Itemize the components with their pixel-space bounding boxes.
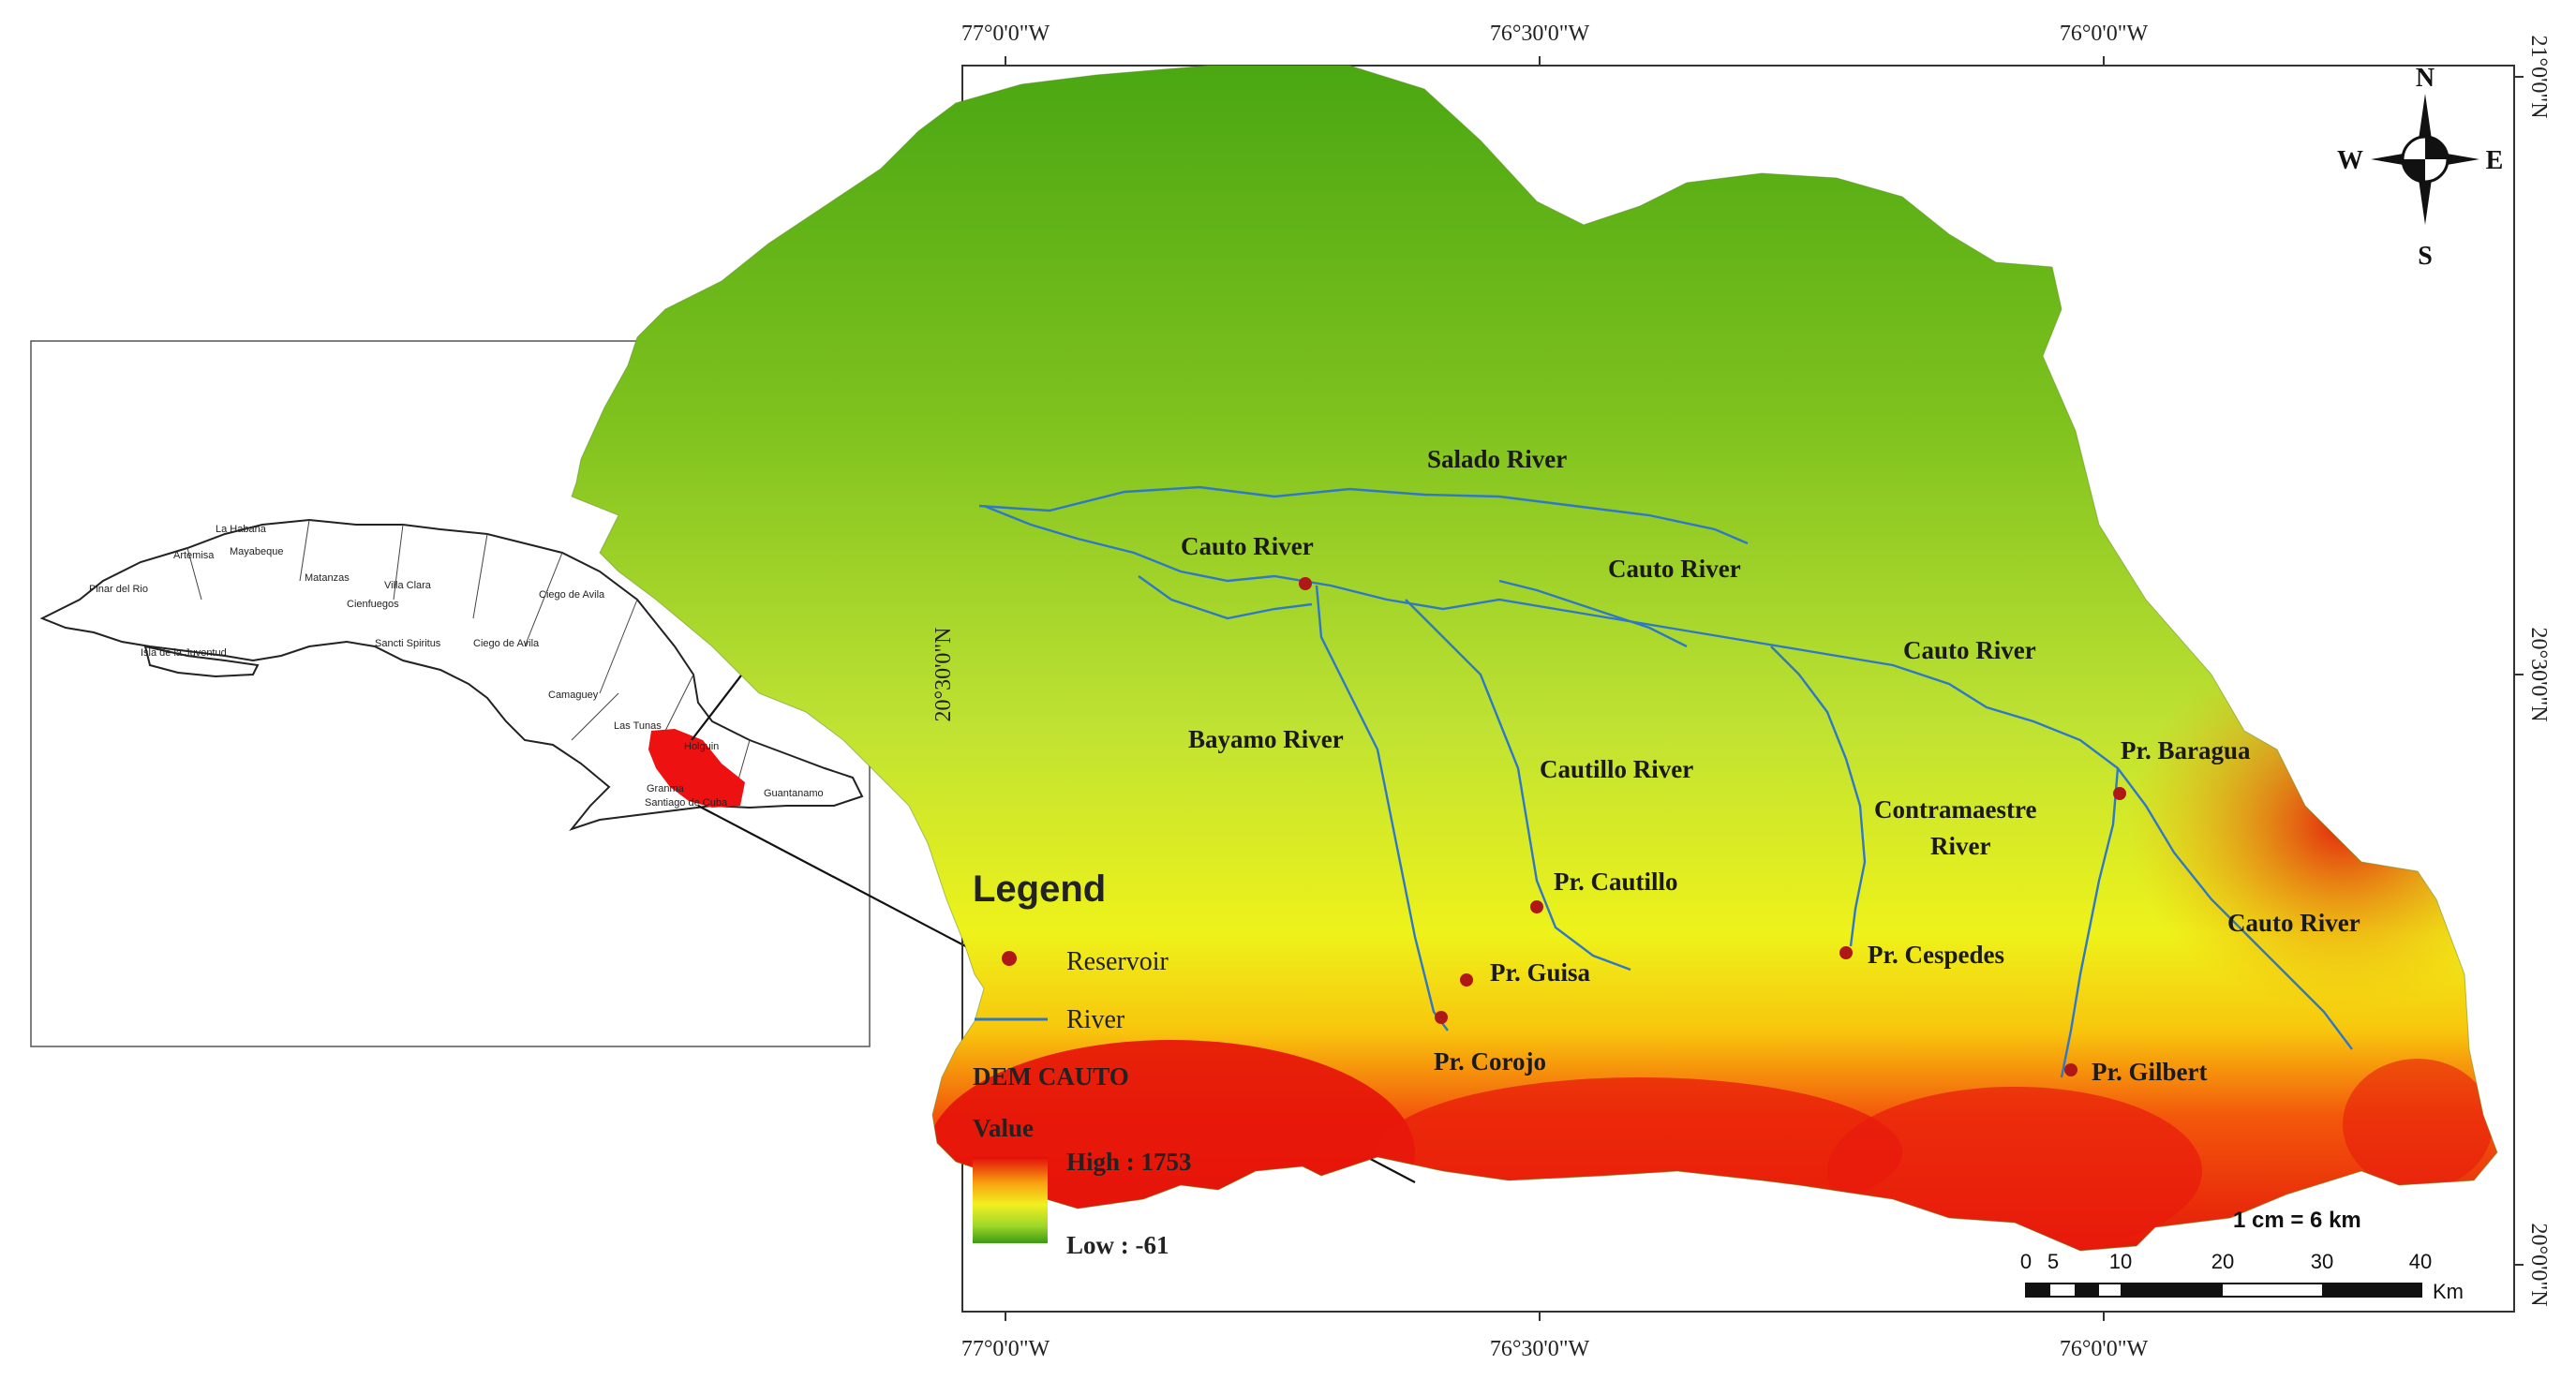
label-cauto-river-west: Cauto River — [1181, 532, 1314, 560]
coord-top-76w: 76°0'0"W — [2060, 22, 2149, 46]
inset-label-santiago: Santiago de Cuba — [645, 797, 728, 809]
label-contramaestre: Contramaestre — [1874, 795, 2036, 824]
compass-e: E — [2486, 146, 2504, 175]
coord-top-77w: 77°0'0"W — [961, 22, 1050, 46]
river-cauto-west — [1138, 575, 1313, 620]
basin-outline — [571, 65, 2498, 1252]
river-bayamo-lower — [1422, 973, 1449, 1031]
coord-bottom-7630w: 76°30'0"W — [1490, 1337, 1590, 1361]
label-pr-gilbert: Pr. Gilbert — [2092, 1058, 2207, 1086]
compass-s: S — [2418, 242, 2433, 271]
river-contramaestre — [1770, 645, 1867, 947]
label-cauto-river-center: Cauto River — [1608, 555, 1741, 583]
scale-tick-30: 30 — [2311, 1250, 2333, 1273]
isla-juventud — [143, 645, 260, 678]
inset-label-guantanamo: Guantanamo — [764, 788, 824, 799]
coord-top-7630w: 76°30'0"W — [1490, 22, 1590, 46]
reservoir-marker-cautillo — [1530, 900, 1543, 913]
compass-w: W — [2337, 146, 2363, 175]
inset-label-holguin: Holguin — [684, 741, 719, 752]
inset-label-pinar-del-rio: Pinar del Rio — [89, 584, 148, 595]
scale-bar: 1 cm = 6 km 0 5 10 20 30 40 Km — [2020, 1208, 2464, 1303]
inset-label-villa-clara: Villa Clara — [384, 580, 432, 591]
reservoir-marker-corojo — [1435, 1011, 1448, 1024]
scale-tick-0: 0 — [2020, 1250, 2032, 1273]
inset-label-mayabeque: Mayabeque — [230, 546, 284, 557]
legend-river-label: River — [1066, 1005, 1125, 1034]
legend-high-label: High : 1753 — [1066, 1148, 1192, 1176]
dem-raster — [572, 66, 2497, 1251]
north-arrow: N S E W — [2337, 64, 2503, 271]
inset-label-artemisa: Artemisa — [173, 550, 215, 561]
river-labels: Salado River Cauto River Cauto River Cau… — [1181, 445, 2360, 937]
inset-label-granma: Granma — [647, 783, 685, 794]
inset-label-camaguey: Camaguey — [548, 690, 599, 701]
coord-left-2030n: 20°30'0"N — [931, 627, 956, 721]
scale-tick-20: 20 — [2211, 1250, 2234, 1273]
inset-label-isla-juventud: Isla de la Juventud — [141, 647, 227, 659]
label-pr-baragua: Pr. Baragua — [2121, 736, 2251, 764]
label-contramaestre-river: River — [1930, 832, 1990, 860]
river-upper-east — [1498, 579, 1688, 648]
legend-low-label: Low : -61 — [1066, 1231, 1169, 1259]
coord-bottom-76w: 76°0'0"W — [2060, 1337, 2149, 1361]
river-cauto-main — [983, 504, 2353, 1050]
reservoir-points — [1299, 577, 2126, 1076]
reservoir-marker-cauto — [1299, 577, 1312, 590]
label-cauto-river-southeast: Cauto River — [2227, 909, 2360, 937]
inset-label-la-habana: La Habana — [216, 524, 267, 535]
coordinate-labels: 77°0'0"W 76°30'0"W 76°0'0"W 77°0'0"W 76°… — [931, 22, 2551, 1361]
scale-tick-10: 10 — [2109, 1250, 2132, 1273]
reservoir-marker-guisa — [1460, 973, 1473, 987]
coord-right-20n: 20°0'0"N — [2526, 1223, 2551, 1306]
coord-right-2030n: 20°30'0"N — [2526, 627, 2551, 721]
scale-ticks: 0 5 10 20 30 40 Km — [2020, 1250, 2464, 1303]
river-cautillo — [1405, 599, 1631, 972]
inset-labels: La Habana Artemisa Mayabeque Pinar del R… — [89, 524, 824, 809]
legend-reservoir-label: Reservoir — [1066, 947, 1169, 976]
reservoir-marker-gilbert — [2064, 1063, 2077, 1076]
inset-label-las-tunas: Las Tunas — [614, 720, 662, 732]
river-tributary-east — [2060, 767, 2120, 1078]
inset-label-ciego-de-avila-north: Ciego de Avila — [539, 589, 605, 601]
legend-dem-title: DEM CAUTO — [973, 1062, 1129, 1091]
highlight-granma-region — [648, 729, 745, 808]
river-salado — [978, 485, 1749, 545]
reservoir-marker-baragua — [2113, 787, 2126, 800]
scale-ratio: 1 cm = 6 km — [2233, 1208, 2361, 1233]
inset-label-cienfuegos: Cienfuegos — [347, 599, 399, 610]
legend: Legend Reservoir River DEM CAUTO Value H… — [973, 868, 1192, 1259]
river-bayamo — [1315, 585, 1426, 975]
inset-label-matanzas: Matanzas — [305, 572, 350, 584]
label-bayamo-river: Bayamo River — [1188, 725, 1344, 753]
scale-unit: Km — [2433, 1280, 2464, 1303]
label-pr-cespedes: Pr. Cespedes — [1868, 941, 2004, 969]
main-map: Salado River Cauto River Cauto River Cau… — [571, 22, 2551, 1361]
river-network — [978, 485, 2353, 1078]
label-cautillo-river: Cautillo River — [1540, 755, 1693, 783]
legend-color-ramp — [973, 1157, 1048, 1243]
label-pr-guisa: Pr. Guisa — [1490, 958, 1591, 987]
label-pr-cautillo: Pr. Cautillo — [1554, 868, 1678, 896]
reservoir-labels: Pr. Baragua Pr. Cautillo Pr. Cespedes Pr… — [1434, 736, 2251, 1086]
legend-reservoir-symbol — [1002, 951, 1017, 966]
reservoir-marker-cespedes — [1839, 946, 1853, 959]
scale-tick-5: 5 — [2047, 1250, 2059, 1273]
label-cauto-river-east: Cauto River — [1903, 636, 2036, 664]
inset-label-sancti-spiritus: Sancti Spiritus — [375, 638, 441, 649]
label-salado-river: Salado River — [1427, 445, 1567, 473]
scale-tick-40: 40 — [2409, 1250, 2432, 1273]
label-pr-corojo: Pr. Corojo — [1434, 1047, 1546, 1076]
compass-n: N — [2416, 64, 2435, 93]
inset-label-ciego-de-avila: Ciego de Avila — [473, 638, 540, 649]
coord-bottom-77w: 77°0'0"W — [961, 1337, 1050, 1361]
coord-right-21n: 21°0'0"N — [2526, 35, 2551, 118]
legend-value-label: Value — [973, 1114, 1034, 1142]
legend-title: Legend — [973, 868, 1106, 910]
